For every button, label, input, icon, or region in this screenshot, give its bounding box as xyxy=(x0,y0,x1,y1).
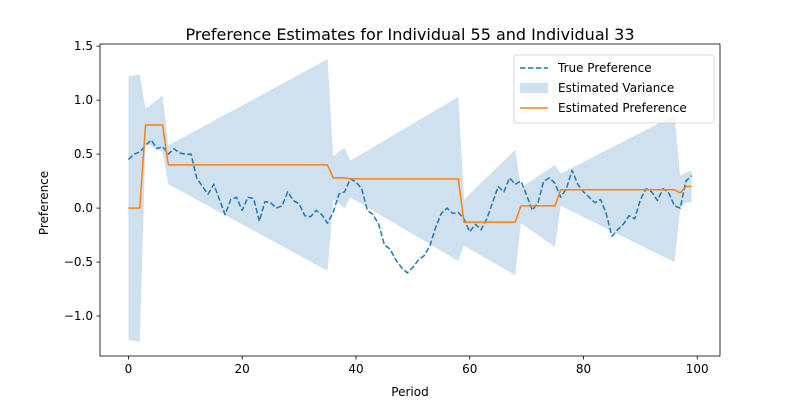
legend-label-true-preference: True Preference xyxy=(557,61,652,75)
series-line-true-preference xyxy=(127,139,693,274)
x-tick-label: 0 xyxy=(125,362,133,376)
x-tick-label: 100 xyxy=(686,362,709,376)
x-tick-label: 80 xyxy=(576,362,591,376)
axes-frame xyxy=(99,43,721,357)
y-tick-label: 0.5 xyxy=(74,147,93,161)
y-tick-label: −1.0 xyxy=(64,309,93,323)
x-tick-label: 40 xyxy=(348,362,363,376)
y-tick-label: 0.0 xyxy=(74,201,93,215)
series-line-estimated-preference xyxy=(128,124,692,223)
y-tick-label: 1.5 xyxy=(74,39,93,53)
x-axis-title: Period xyxy=(391,385,428,399)
x-tick-label: 60 xyxy=(462,362,477,376)
legend-label-estimated-variance: Estimated Variance xyxy=(558,81,674,95)
plot-area xyxy=(127,59,693,342)
chart-title: Preference Estimates for Individual 55 a… xyxy=(185,25,634,44)
legend: True Preference Estimated Variance Estimat… xyxy=(513,54,715,124)
legend-label-estimated-preference: Estimated Preference xyxy=(558,101,687,115)
x-tick-label: 20 xyxy=(235,362,250,376)
y-tick-label: −0.5 xyxy=(64,255,93,269)
y-axis-title: Preference xyxy=(37,171,51,235)
variance-band xyxy=(128,59,692,342)
axes: 0 20 40 60 80 100 1.5 1.0 0.5 0.0 −0.5 −1.0 xyxy=(64,39,721,376)
legend-box xyxy=(513,54,715,124)
legend-swatch-estimated-variance xyxy=(520,83,548,93)
y-tick-label: 1.0 xyxy=(74,93,93,107)
